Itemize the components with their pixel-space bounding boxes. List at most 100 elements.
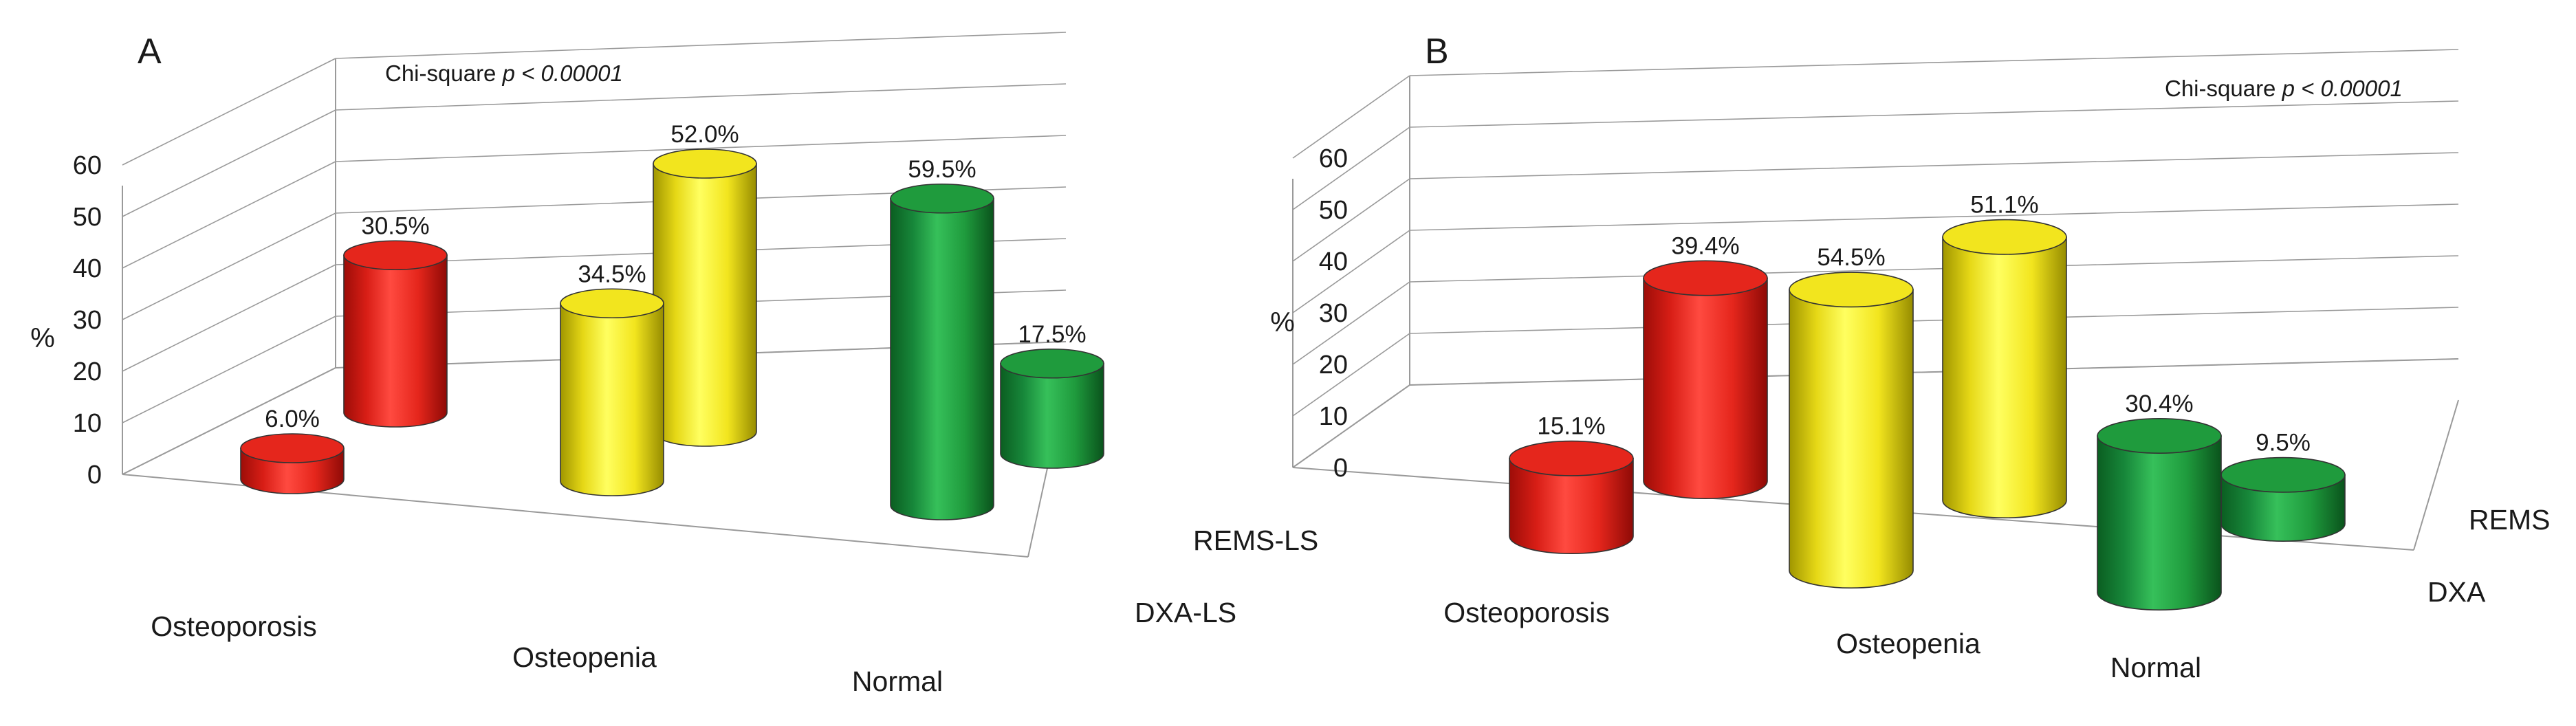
y-tick-label-a: 60 <box>73 151 102 180</box>
bar-top-rems-normal <box>2220 456 2346 493</box>
series-label-dxa-ls-a: DXA-LS <box>1135 597 1236 628</box>
gridline-side-b <box>1292 333 1410 417</box>
series-label-rems-ls-a: REMS-LS <box>1193 525 1318 556</box>
gridline-side-b <box>1292 281 1410 365</box>
gridline-side-b <box>1292 230 1410 314</box>
chart-panel-b: 0 10 20 30 40 50 60 Osteoporosis Osteopenia Norm… <box>1270 32 2550 683</box>
gridline-back-b <box>1409 204 2459 231</box>
y-tick-label-b: 40 <box>1319 248 1348 276</box>
series-label-dxa-b: DXA <box>2427 576 2486 608</box>
y-tick-label-b: 50 <box>1319 196 1348 225</box>
gridline-side-a <box>122 264 336 372</box>
category-label-normal-a: Normal <box>852 666 943 697</box>
gridline-back-b <box>1409 49 2459 76</box>
y-tick-label-a: 0 <box>87 461 102 490</box>
y-tick-label-a: 50 <box>73 203 102 232</box>
y-axis-label-a: % <box>30 323 55 353</box>
gridline-side-a <box>122 161 336 269</box>
bar-body-rems-ls-normal <box>1000 362 1104 469</box>
y-tick-label-b: 20 <box>1319 351 1348 380</box>
bar-rems-osteoporosis <box>1643 260 1768 499</box>
data-label-dxa-ls-osteopenia: 34.5% <box>578 261 646 287</box>
bar-top-rems-osteoporosis <box>1643 260 1768 296</box>
gridline-back-a <box>335 83 1067 111</box>
bar-dxa-normal <box>2097 417 2222 610</box>
y-tick-labels-a: 0 10 20 30 40 50 60 <box>73 151 102 490</box>
bar-top-rems-osteopenia <box>1942 219 2067 255</box>
gridline-back-b <box>1409 152 2459 179</box>
y-tick-label-a: 30 <box>73 306 102 335</box>
bar-dxa-osteoporosis <box>1509 440 1634 554</box>
data-label-dxa-osteopenia: 54.5% <box>1817 244 1885 271</box>
y-tick-labels-b: 0 10 20 30 40 50 60 <box>1319 144 1348 483</box>
bar-rems-ls-osteoporosis <box>343 240 448 428</box>
category-label-osteoporosis-b: Osteoporosis <box>1443 597 1610 628</box>
bar-body-rems-ls-osteoporosis <box>343 254 448 428</box>
bar-body-rems-normal <box>2220 474 2346 542</box>
series-labels-a: DXA-LS REMS-LS <box>1135 525 1318 628</box>
bar-rems-normal <box>2220 456 2346 542</box>
chart-panel-a: 0 10 20 30 40 50 60 Osteoporosis Osteopenia Norm… <box>30 32 1318 697</box>
data-label-dxa-ls-osteoporosis: 6.0% <box>265 406 320 432</box>
y-tick-label-a: 20 <box>73 358 102 386</box>
bar-top-dxa-ls-osteopenia <box>560 288 664 319</box>
bar-body-rems-osteopenia <box>1942 236 2067 518</box>
gridline-back-b <box>1409 255 2459 283</box>
data-label-rems-ls-osteoporosis: 30.5% <box>361 212 429 239</box>
gridline-side-a <box>122 212 336 320</box>
data-label-rems-osteopenia: 51.1% <box>1970 192 2038 219</box>
gridline-back-a <box>335 135 1067 162</box>
bar-top-dxa-ls-normal <box>890 183 994 214</box>
gridline-side-b <box>1292 126 1410 210</box>
bar-body-dxa-ls-normal <box>890 197 994 520</box>
gridline-side-b <box>1292 178 1410 262</box>
gridline-back-b <box>1409 100 2459 128</box>
panel-title-a: A <box>138 32 162 72</box>
bar-dxa-ls-normal <box>890 183 994 520</box>
bar-top-rems-ls-normal <box>1000 348 1104 379</box>
bar-dxa-ls-osteopenia <box>560 288 664 496</box>
panel-title-b: B <box>1425 32 1449 72</box>
category-labels-a: Osteoporosis Osteopenia Normal <box>151 610 943 697</box>
bar-body-rems-ls-osteopenia <box>653 163 757 447</box>
data-label-dxa-osteoporosis: 15.1% <box>1537 413 1605 440</box>
gridline-back-b <box>1409 307 2459 334</box>
data-label-rems-ls-osteopenia: 52.0% <box>670 121 739 148</box>
bars-a: 30.5% 52.0% 17.5% 6.0% 34.5% 59.5% <box>240 121 1104 520</box>
gridline-side-a <box>122 316 336 424</box>
bar-body-rems-osteoporosis <box>1643 277 1768 499</box>
category-label-normal-b: Normal <box>2110 652 2201 683</box>
subtitle-a: Chi-square p < 0.00001 <box>385 60 623 86</box>
bar-dxa-ls-osteoporosis <box>240 433 345 494</box>
category-label-osteopenia-a: Osteopenia <box>512 641 657 673</box>
data-label-rems-ls-normal: 17.5% <box>1018 321 1086 348</box>
bar-top-dxa-normal <box>2097 417 2222 454</box>
category-label-osteoporosis-a: Osteoporosis <box>151 610 317 642</box>
series-labels-b: DXA REMS <box>2427 504 2550 608</box>
bars-b: 39.4% 51.1% 9.5% 15.1% 54.5% 30.4% <box>1509 192 2346 610</box>
bar-top-dxa-osteoporosis <box>1509 440 1634 476</box>
floor-right-edge-b <box>2413 399 2459 551</box>
gridline-side-a <box>122 58 336 166</box>
category-labels-b: Osteoporosis Osteopenia Normal <box>1443 597 2201 683</box>
bar-rems-osteopenia <box>1942 219 2067 518</box>
gridline-side-b <box>1292 75 1410 159</box>
data-label-rems-normal: 9.5% <box>2256 430 2311 456</box>
y-tick-label-b: 60 <box>1319 144 1348 173</box>
bar-dxa-osteopenia <box>1789 272 1914 588</box>
bar-body-dxa-ls-osteopenia <box>560 302 664 496</box>
bar-body-dxa-normal <box>2097 435 2222 610</box>
gridline-side-a <box>122 367 336 475</box>
bar-top-dxa-osteopenia <box>1789 272 1914 308</box>
category-label-osteopenia-b: Osteopenia <box>1836 628 1980 659</box>
gridline-back-b <box>1409 358 2459 386</box>
series-label-rems-b: REMS <box>2469 504 2550 536</box>
data-label-dxa-normal: 30.4% <box>2125 390 2193 417</box>
bar-body-dxa-osteopenia <box>1789 289 1914 588</box>
y-tick-label-b: 30 <box>1319 299 1348 328</box>
y-tick-label-b: 10 <box>1319 402 1348 431</box>
bar-rems-ls-normal <box>1000 348 1104 469</box>
y-axis-label-b: % <box>1270 307 1295 338</box>
y-tick-label-a: 10 <box>73 409 102 438</box>
